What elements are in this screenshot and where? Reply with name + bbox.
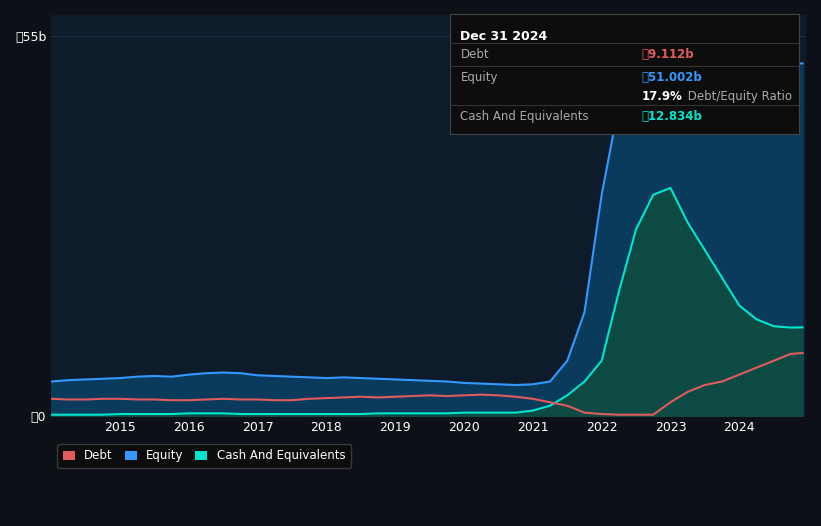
Text: Dec 31 2024: Dec 31 2024 <box>461 30 548 43</box>
Text: Debt/Equity Ratio: Debt/Equity Ratio <box>684 90 791 103</box>
Text: Cash And Equivalents: Cash And Equivalents <box>461 110 589 123</box>
Text: 17.9%: 17.9% <box>642 90 683 103</box>
Text: Equity: Equity <box>461 70 498 84</box>
Legend: Debt, Equity, Cash And Equivalents: Debt, Equity, Cash And Equivalents <box>57 443 351 468</box>
Text: ว9.112b: ว9.112b <box>642 48 695 61</box>
Text: ว51.002b: ว51.002b <box>642 70 703 84</box>
Text: Debt: Debt <box>461 48 489 61</box>
Text: ว12.834b: ว12.834b <box>642 110 703 123</box>
